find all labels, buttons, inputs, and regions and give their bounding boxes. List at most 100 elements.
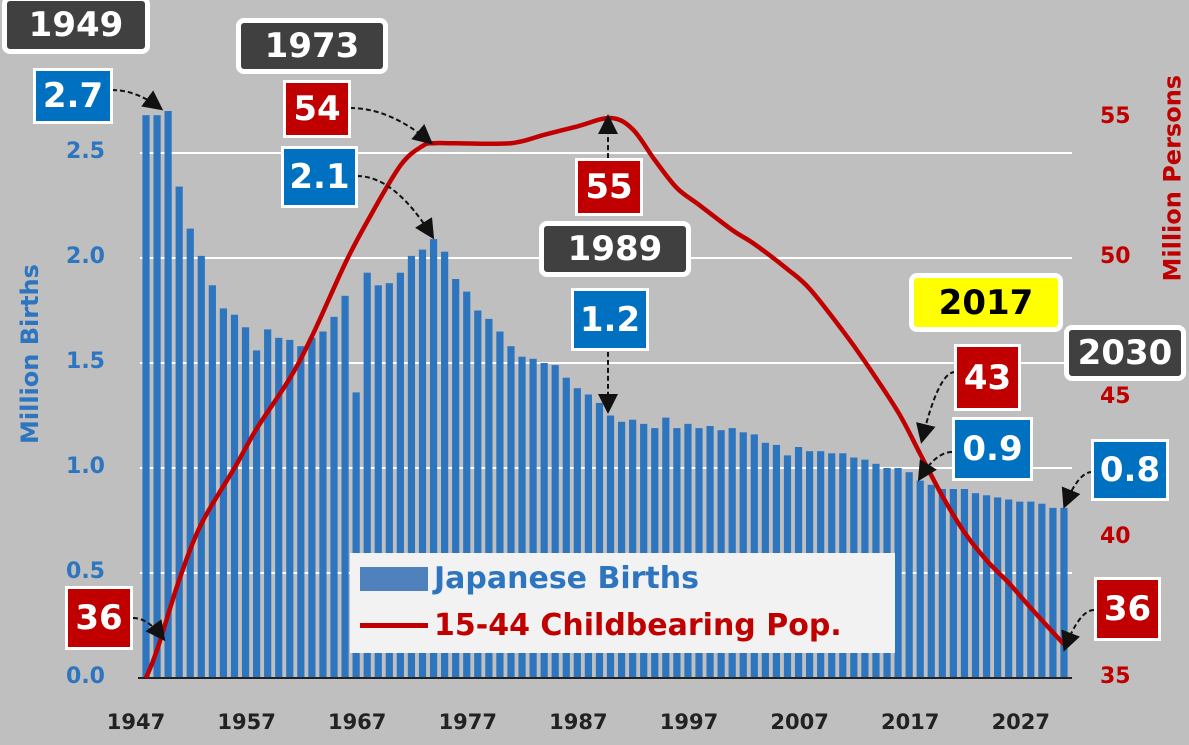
bar xyxy=(640,423,648,678)
bar xyxy=(960,489,969,678)
annotation-year-2017: 2017 xyxy=(909,273,1063,332)
arrow-1973-pop xyxy=(349,107,434,145)
bar xyxy=(385,283,393,678)
annotation-births-1989: 1.2 xyxy=(571,288,649,351)
y-tick-right: 50 xyxy=(1100,244,1131,269)
bar xyxy=(496,331,504,678)
legend-item-population: 15-44 Childbearing Pop. xyxy=(360,608,842,643)
bar xyxy=(142,115,150,678)
arrow-1949 xyxy=(111,89,164,111)
x-tick: 2017 xyxy=(880,710,940,734)
x-tick: 1977 xyxy=(438,710,498,734)
bar xyxy=(208,285,216,678)
bar xyxy=(230,314,239,678)
bar xyxy=(982,495,991,678)
bar xyxy=(606,415,615,678)
bar xyxy=(1027,501,1035,678)
bar xyxy=(684,423,692,678)
bar xyxy=(617,421,626,678)
bar xyxy=(396,272,404,678)
bar xyxy=(629,419,637,678)
y-tick-right: 35 xyxy=(1100,664,1131,689)
bar xyxy=(197,255,205,678)
bar xyxy=(540,363,548,678)
bar xyxy=(253,350,261,678)
bar xyxy=(463,291,471,678)
bar xyxy=(1005,499,1013,678)
y-axis-left-title: Million Births xyxy=(16,264,44,444)
bar xyxy=(153,115,161,678)
x-tick: 1967 xyxy=(327,710,387,734)
annotation-births-2030: 0.8 xyxy=(1091,439,1169,501)
arrow-1947-pop xyxy=(132,617,166,642)
bar xyxy=(407,255,416,678)
annotation-pop-2017: 43 xyxy=(954,344,1021,411)
bar xyxy=(452,279,460,678)
bar xyxy=(938,489,946,678)
arrow-2030-births xyxy=(1061,471,1093,509)
arrow-2017-births xyxy=(917,451,953,482)
y-axis-right-title: Million Persons xyxy=(1158,74,1187,282)
annotation-year-1989: 1989 xyxy=(539,221,691,277)
annotation-year-1949: 1949 xyxy=(2,0,150,54)
y-tick-left: 2.0 xyxy=(66,244,105,269)
bar xyxy=(1016,501,1024,678)
x-tick: 2007 xyxy=(770,710,829,734)
bar xyxy=(363,272,371,678)
bar xyxy=(374,285,382,678)
bar xyxy=(264,329,272,678)
bar xyxy=(551,365,559,678)
arrow-2017-pop xyxy=(916,371,956,444)
bar xyxy=(352,392,360,678)
bar xyxy=(485,318,493,678)
bar xyxy=(341,295,349,678)
bar xyxy=(1060,507,1068,678)
bar xyxy=(286,339,294,678)
x-tick: 1997 xyxy=(659,710,719,734)
bar xyxy=(219,308,228,678)
bar xyxy=(584,394,592,678)
x-tick: 1957 xyxy=(217,710,276,734)
bar xyxy=(971,493,980,678)
bar xyxy=(474,310,482,678)
bar xyxy=(662,417,670,678)
bar xyxy=(706,426,714,678)
arrow-1973-births xyxy=(356,175,435,240)
y-tick-right: 55 xyxy=(1100,104,1131,129)
annotation-pop-1973: 54 xyxy=(283,80,351,138)
annotation-year-1973: 1973 xyxy=(236,18,388,74)
x-tick: 1987 xyxy=(549,710,608,734)
bar xyxy=(441,251,449,678)
bar xyxy=(186,228,194,678)
y-tick-left: 1.5 xyxy=(66,349,105,374)
bar xyxy=(164,111,172,678)
arrow-2030-pop xyxy=(1061,609,1095,652)
bar xyxy=(894,468,902,678)
bar xyxy=(529,358,537,678)
legend: Japanese Births 15-44 Childbearing Pop. xyxy=(350,553,895,653)
bar xyxy=(927,484,935,678)
annotation-births-2017: 0.9 xyxy=(952,417,1033,481)
legend-item-births: Japanese Births xyxy=(360,561,699,596)
bar xyxy=(297,346,305,678)
legend-swatch-bar xyxy=(360,566,428,591)
y-tick-left: 0.5 xyxy=(66,559,105,584)
legend-label-births: Japanese Births xyxy=(434,561,699,596)
bar xyxy=(905,472,913,678)
y-tick-left: 0.0 xyxy=(66,664,105,689)
bar xyxy=(330,316,338,678)
bar xyxy=(175,186,183,678)
annotation-year-2030: 2030 xyxy=(1064,325,1186,381)
annotation-pop-1947: 36 xyxy=(65,586,133,650)
annotation-births-1973: 2.1 xyxy=(281,146,358,208)
y-tick-right: 45 xyxy=(1100,384,1131,409)
y-tick-right: 40 xyxy=(1100,524,1131,549)
bar xyxy=(308,337,316,678)
bar xyxy=(949,489,957,678)
legend-label-population: 15-44 Childbearing Pop. xyxy=(434,608,842,643)
legend-swatch-line xyxy=(360,623,428,628)
bar xyxy=(429,239,438,678)
annotation-births-1949: 2.7 xyxy=(33,68,113,124)
bar xyxy=(275,337,283,678)
bar xyxy=(241,327,250,678)
